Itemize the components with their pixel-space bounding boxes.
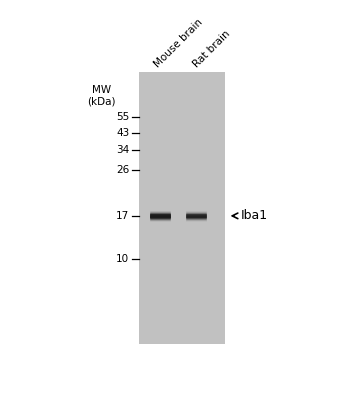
Text: Mouse brain: Mouse brain	[153, 17, 205, 70]
Text: 17: 17	[116, 211, 129, 221]
Text: Iba1: Iba1	[241, 209, 268, 222]
Text: MW
(kDa): MW (kDa)	[87, 85, 116, 106]
Text: 34: 34	[116, 145, 129, 155]
Text: 26: 26	[116, 165, 129, 175]
Text: 10: 10	[116, 254, 129, 264]
Text: 55: 55	[116, 112, 129, 122]
Text: Rat brain: Rat brain	[191, 29, 232, 70]
Text: 43: 43	[116, 128, 129, 138]
